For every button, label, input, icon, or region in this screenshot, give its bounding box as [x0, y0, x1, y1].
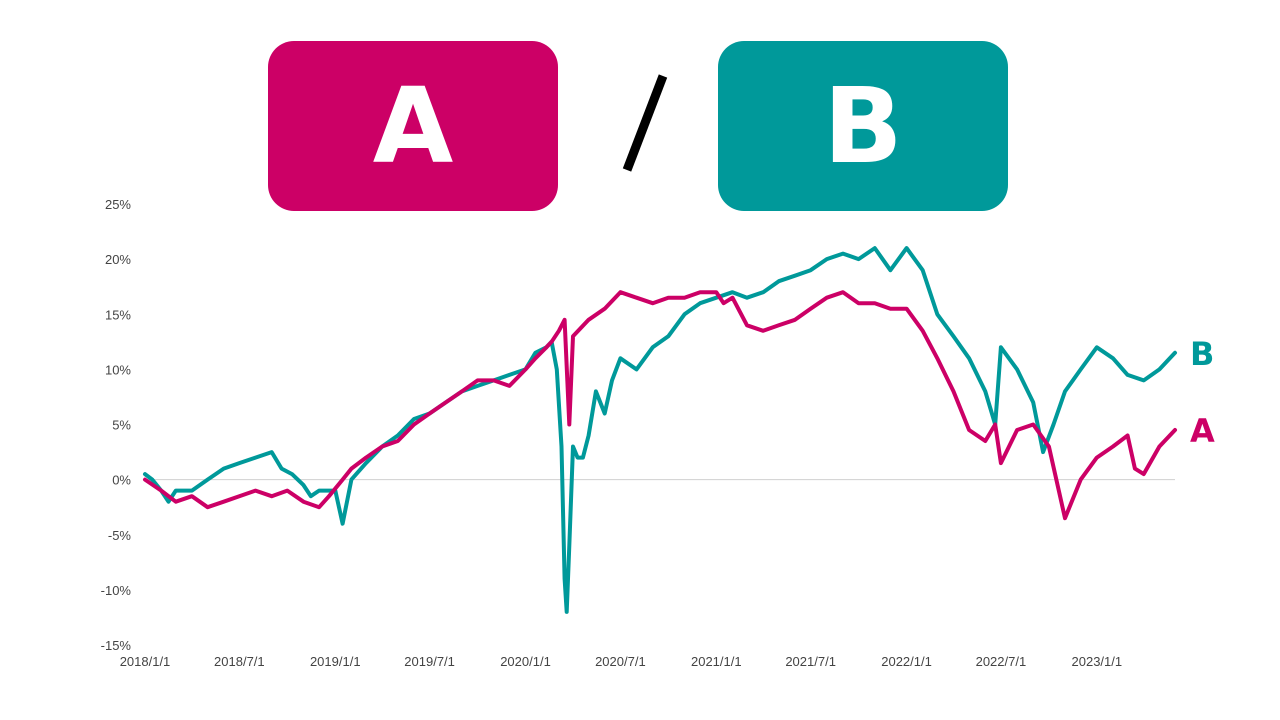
y-tick-label: 20% [105, 252, 131, 267]
y-tick-label: 5% [112, 418, 131, 433]
y-tick-label: 15% [105, 307, 131, 322]
x-tick-label: 2018/1/1 [120, 654, 171, 669]
x-axis: 2018/1/1 2018/7/1 2019/1/1 2019/7/1 2020/1/1… [120, 654, 1122, 669]
end-label-a: A [1190, 412, 1215, 450]
y-tick-label: -10% [101, 583, 132, 598]
x-tick-label: 2021/7/1 [785, 654, 836, 669]
x-tick-label: 2023/1/1 [1072, 654, 1123, 669]
separator-slash: / [622, 74, 668, 172]
x-tick-label: 2021/1/1 [691, 654, 742, 669]
label-a-badge: A [268, 41, 558, 211]
x-tick-label: 2018/7/1 [214, 654, 265, 669]
x-tick-label: 2020/1/1 [500, 654, 551, 669]
series-line-a [143, 290, 1177, 521]
y-tick-label: 0% [112, 473, 131, 488]
x-tick-label: 2019/1/1 [310, 654, 361, 669]
label-b-badge: B [718, 41, 1008, 211]
y-tick-label: -15% [101, 638, 132, 653]
x-tick-label: 2022/7/1 [976, 654, 1027, 669]
series-group [143, 246, 1177, 614]
label-b-text: B [823, 65, 903, 187]
series-line-b [143, 246, 1177, 614]
separator-stroke [622, 74, 668, 172]
end-label-b: B [1190, 335, 1214, 373]
end-labels: BA [1190, 335, 1215, 450]
x-tick-label: 2020/7/1 [595, 654, 646, 669]
label-a-text: A [372, 65, 454, 187]
y-tick-label: -5% [108, 528, 132, 543]
y-tick-label: 25% [105, 197, 131, 212]
y-tick-label: 10% [105, 362, 131, 377]
y-axis: -15% -10% -5% 0% 5% 10% 15% 20% 25% [101, 197, 132, 653]
x-tick-label: 2022/1/1 [881, 654, 932, 669]
x-tick-label: 2019/7/1 [404, 654, 455, 669]
